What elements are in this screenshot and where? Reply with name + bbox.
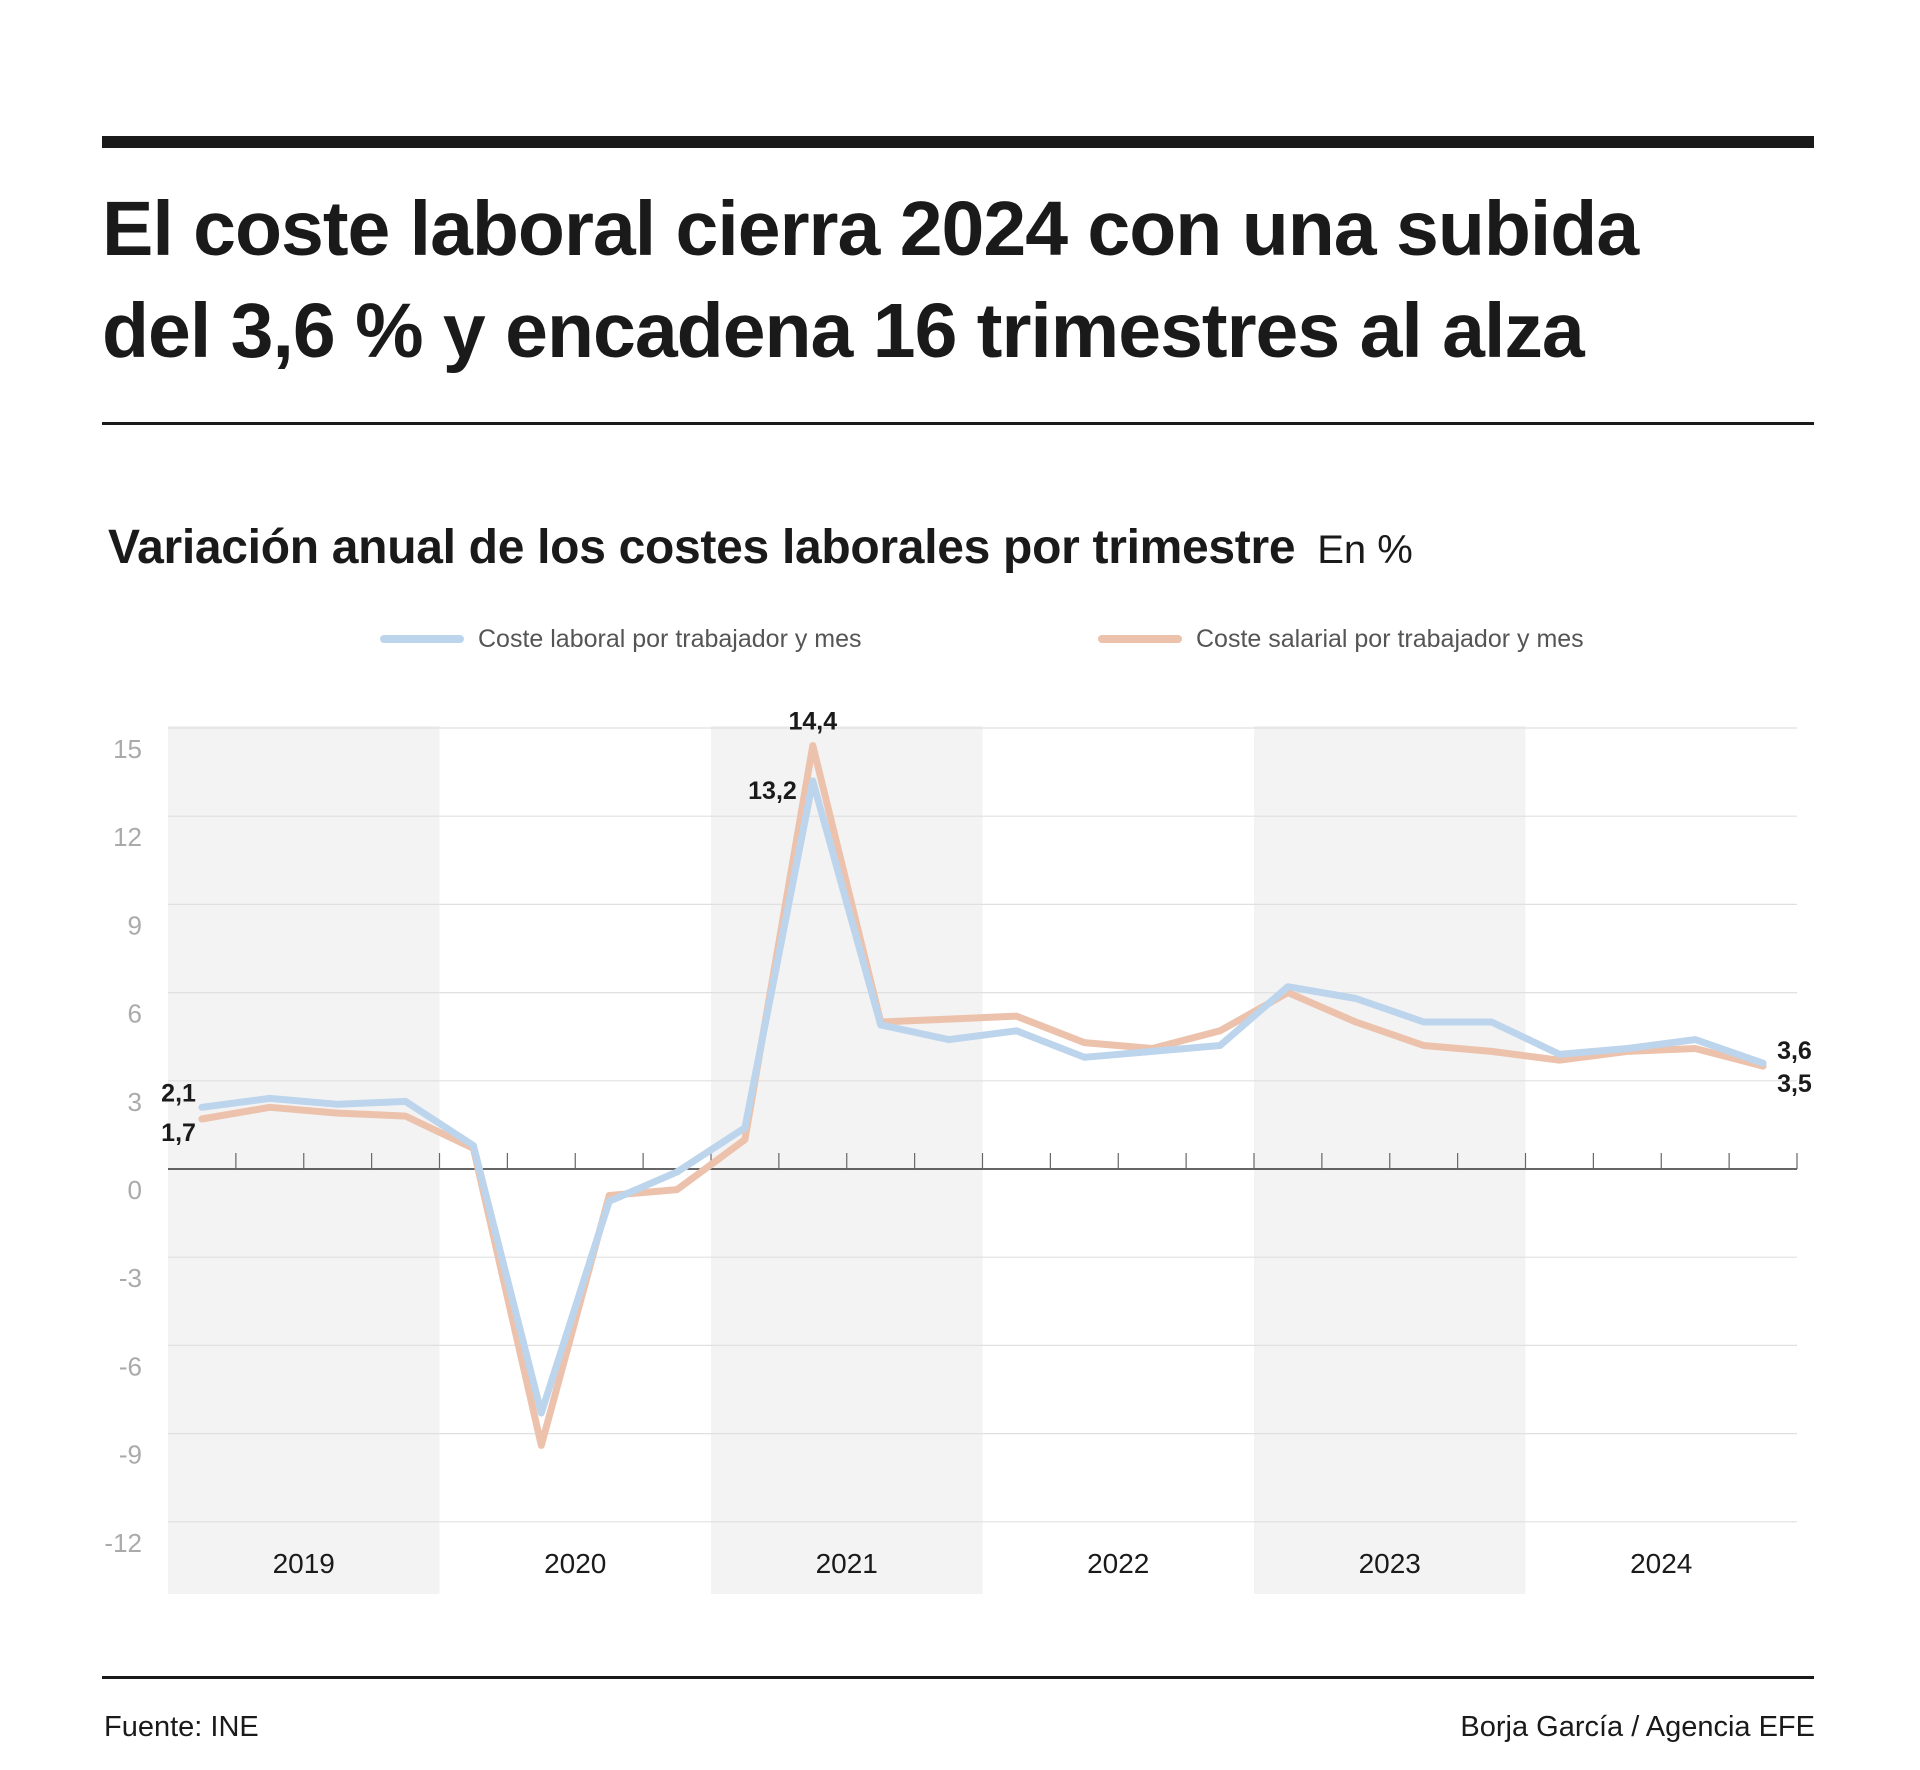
year-label-2020: 2020 [544, 1548, 606, 1579]
legend-swatch-coste-laboral [380, 635, 464, 643]
y-tick-label: -12 [104, 1528, 142, 1558]
top-rule [102, 136, 1814, 148]
y-tick-label: 3 [128, 1087, 142, 1117]
headline-line-1: El coste laboral cierra 2024 con una sub… [102, 186, 1639, 272]
year-label-2024: 2024 [1630, 1548, 1692, 1579]
series-line-coste-laboral [198, 777, 1767, 1417]
y-tick-label: -3 [119, 1263, 142, 1293]
data-label: 2,1 [161, 1079, 196, 1107]
year-label-2022: 2022 [1087, 1548, 1149, 1579]
year-label-2019: 2019 [273, 1548, 335, 1579]
headline-line-2: del 3,6 % y encadena 16 trimestres al al… [102, 288, 1585, 374]
headline-rule [102, 422, 1814, 425]
chart-title-text: Variación anual de los costes laborales … [108, 521, 1296, 574]
legend-item-coste-laboral: Coste laboral por trabajador y mes [380, 622, 862, 656]
series-line-coste-salarial [198, 742, 1767, 1449]
data-label: 3,6 [1777, 1037, 1812, 1065]
data-label: 14,4 [788, 708, 837, 736]
source-note: Fuente: INE [104, 1711, 259, 1743]
y-tick-label: -9 [119, 1440, 142, 1470]
data-label: 3,5 [1777, 1070, 1812, 1098]
y-tick-label: 0 [128, 1175, 142, 1205]
credit-note: Borja García / Agencia EFE [1460, 1711, 1815, 1743]
legend-swatch-coste-salarial [1098, 635, 1182, 643]
y-tick-label: 12 [113, 822, 142, 852]
legend-item-coste-salarial: Coste salarial por trabajador y mes [1098, 622, 1584, 656]
data-label: 1,7 [161, 1119, 196, 1147]
year-label-2023: 2023 [1359, 1548, 1421, 1579]
year-label-2021: 2021 [816, 1548, 878, 1579]
line-chart: 15 12 9 6 3 0 -3 -6 -9 -12 2019 2020 2021 2022 2023 202… [104, 708, 1812, 1594]
chart-title: Variación anual de los costes laborales … [108, 520, 1413, 575]
data-label: 13,2 [748, 777, 797, 805]
y-tick-label: 9 [128, 910, 142, 940]
y-tick-label: 6 [128, 999, 142, 1029]
legend-label-coste-salarial: Coste salarial por trabajador y mes [1196, 624, 1584, 653]
y-tick-label: 15 [113, 734, 142, 764]
legend-label-coste-laboral: Coste laboral por trabajador y mes [478, 624, 862, 653]
y-tick-label: -6 [119, 1351, 142, 1381]
chart-unit: En % [1317, 528, 1413, 572]
footer-rule [102, 1676, 1814, 1679]
headline: El coste laboral cierra 2024 con una sub… [102, 178, 1822, 382]
